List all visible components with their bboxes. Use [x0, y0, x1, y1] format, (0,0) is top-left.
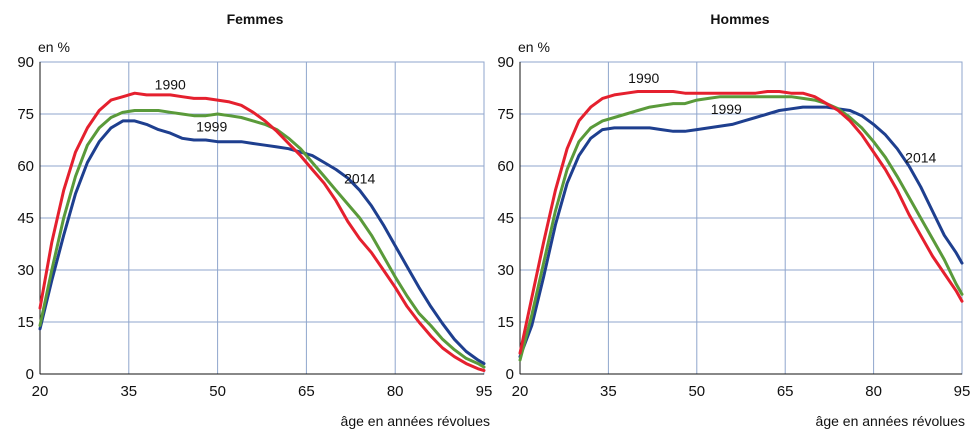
y-tick-label: 0	[26, 366, 34, 383]
y-tick-label: 75	[17, 106, 34, 123]
panel-title: Femmes	[227, 11, 284, 27]
series-label-1999: 1999	[196, 118, 227, 134]
x-tick-label: 35	[600, 383, 617, 400]
x-tick-label: 80	[387, 383, 404, 400]
y-unit-label: en %	[518, 39, 550, 55]
series-label-1990: 1990	[155, 77, 186, 93]
series-line-2014	[38, 119, 486, 366]
y-tick-label: 0	[506, 366, 514, 383]
y-tick-label: 90	[17, 54, 34, 71]
y-tick-label: 45	[497, 210, 514, 227]
x-tick-label: 35	[120, 383, 137, 400]
x-tick-label: 20	[32, 383, 49, 400]
x-axis-label: âge en années révolues	[816, 413, 965, 429]
series-annotations: 1990 1999 2014	[155, 77, 376, 187]
y-unit-label: en %	[38, 39, 70, 55]
series-label-2014: 2014	[905, 150, 936, 166]
x-tick-label: 65	[298, 383, 315, 400]
series-label-2014: 2014	[344, 170, 375, 186]
y-tick-label: 75	[497, 106, 514, 123]
tick-labels: 0 15 30 45 60 75 90 20 35 50 65 80 95	[17, 54, 492, 400]
y-tick-label: 90	[497, 54, 514, 71]
y-tick-label: 15	[497, 314, 514, 331]
series-line-1990	[518, 90, 964, 355]
series-annotations: 1990 1999 2014	[628, 70, 936, 166]
panel-hommes: Hommes en % âge en années révolues 0 15 30…	[497, 11, 970, 429]
series-line-1999	[38, 109, 486, 369]
grid	[39, 61, 485, 375]
y-tick-label: 60	[497, 158, 514, 175]
series-line-1999	[518, 95, 964, 362]
x-axis-label: âge en années révolues	[341, 413, 490, 429]
y-tick-label: 15	[17, 314, 34, 331]
panel-femmes: Femmes en % âge en années révolues 0 15 30…	[17, 11, 492, 429]
x-tick-label: 50	[688, 383, 705, 400]
x-tick-label: 20	[512, 383, 529, 400]
x-tick-label: 65	[777, 383, 794, 400]
series-lines	[518, 90, 964, 362]
x-tick-label: 80	[865, 383, 882, 400]
y-tick-label: 45	[17, 210, 34, 227]
series-line-2014	[518, 105, 964, 359]
x-tick-label: 95	[954, 383, 971, 400]
x-tick-label: 50	[209, 383, 226, 400]
series-line-1990	[38, 91, 486, 372]
series-lines	[38, 91, 486, 372]
x-tick-label: 95	[476, 383, 493, 400]
y-tick-label: 60	[17, 158, 34, 175]
panel-title: Hommes	[710, 11, 769, 27]
series-label-1999: 1999	[711, 101, 742, 117]
series-label-1990: 1990	[628, 70, 659, 86]
grid	[519, 61, 963, 375]
tick-labels: 0 15 30 45 60 75 90 20 35 50 65 80 95	[497, 54, 970, 400]
y-tick-label: 30	[17, 262, 34, 279]
y-tick-label: 30	[497, 262, 514, 279]
